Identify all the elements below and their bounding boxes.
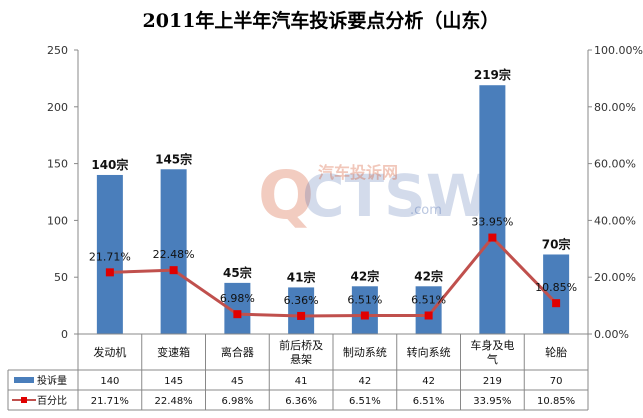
table-cell-count: 219 xyxy=(483,376,502,387)
percent-data-label: 33.95% xyxy=(471,216,513,229)
bar xyxy=(96,174,123,334)
table-cell-count: 140 xyxy=(100,376,119,387)
chart-title: 2011年上半年汽车投诉要点分析（山东） xyxy=(143,9,500,32)
table-cell-count: 41 xyxy=(295,376,308,387)
bar xyxy=(160,169,187,334)
percent-point xyxy=(360,311,369,320)
y-left-tick-label: 200 xyxy=(47,101,68,114)
y-right-tick-label: 80.00% xyxy=(594,101,636,114)
percent-point xyxy=(488,233,497,242)
plot-area: 0 50 100 150 200 250 0.00% 20.00% 40.00% 60.00% 80… xyxy=(7,44,643,411)
category-label: 车身及电 xyxy=(470,338,514,352)
category-label: 变速箱 xyxy=(157,345,190,359)
y-left-tick-label: 0 xyxy=(61,328,68,341)
y-left-tick-label: 50 xyxy=(54,271,68,284)
table-cell-percent: 6.51% xyxy=(413,396,445,407)
y-left-tick-label: 150 xyxy=(47,158,68,171)
percent-point xyxy=(552,299,561,308)
bar xyxy=(288,287,315,334)
percent-data-label: 6.98% xyxy=(220,292,255,305)
y-right-tick-label: 60.00% xyxy=(594,158,636,171)
table-cell-percent: 10.85% xyxy=(537,396,575,407)
table-cell-percent: 33.95% xyxy=(473,396,511,407)
bar xyxy=(479,85,506,334)
category-label: 轮胎 xyxy=(545,345,567,359)
category-label: 气 xyxy=(487,352,498,366)
bar-data-label: 219宗 xyxy=(474,67,511,82)
category-label: 发动机 xyxy=(93,345,126,359)
percent-series-line xyxy=(109,235,558,318)
watermark-q: Q xyxy=(258,157,314,234)
table-cell-count: 70 xyxy=(550,376,563,387)
legend-label-bars: 投诉量 xyxy=(37,374,67,387)
table-cell-count: 45 xyxy=(231,376,244,387)
percent-point xyxy=(424,311,433,320)
percent-data-label: 22.48% xyxy=(153,248,195,261)
percent-data-label: 21.71% xyxy=(89,250,131,263)
bar-data-label: 145宗 xyxy=(155,151,192,166)
table-cell-percent: 6.98% xyxy=(221,396,253,407)
y-left-tick-label: 100 xyxy=(47,214,68,227)
watermark-domain: .com xyxy=(410,203,442,218)
table-cell-percent: 21.71% xyxy=(91,396,129,407)
bar-data-label: 41宗 xyxy=(287,269,316,284)
percent-point xyxy=(169,266,178,275)
bar-data-label: 42宗 xyxy=(414,268,443,283)
watermark-brand-cn: 汽车投诉网 xyxy=(318,163,398,182)
category-label: 前后桥及 xyxy=(279,338,323,352)
y-right-tick-label: 40.00% xyxy=(594,214,636,227)
table-cell-count: 42 xyxy=(422,376,435,387)
y-right-tick-label: 100.00% xyxy=(594,44,643,57)
percent-point xyxy=(233,310,242,319)
bar-data-label: 42宗 xyxy=(351,268,380,283)
table-cell-percent: 22.48% xyxy=(155,396,193,407)
bar-data-label: 45宗 xyxy=(223,265,252,280)
category-label: 离合器 xyxy=(221,345,254,359)
table-cell-percent: 6.51% xyxy=(349,396,381,407)
bar xyxy=(351,286,378,334)
bar-data-label: 70宗 xyxy=(542,236,571,251)
y-right-tick-label: 0.00% xyxy=(594,328,629,341)
percent-point xyxy=(105,268,114,277)
table-cell-count: 145 xyxy=(164,376,183,387)
y-right-tick-label: 20.00% xyxy=(594,271,636,284)
percent-data-label: 6.36% xyxy=(284,294,319,307)
legend-key-marker xyxy=(21,397,27,403)
table-cell-percent: 6.36% xyxy=(285,396,317,407)
legend-key-bars xyxy=(14,377,34,383)
legend-label-line: 百分比 xyxy=(37,395,67,407)
table-cell-count: 42 xyxy=(359,376,372,387)
category-label: 悬架 xyxy=(290,353,312,366)
watermark-brand: CTSW xyxy=(302,162,490,230)
percent-data-label: 6.51% xyxy=(411,294,446,307)
bar xyxy=(415,286,442,334)
bar-data-label: 140宗 xyxy=(91,157,128,172)
y-left-tick-label: 250 xyxy=(47,44,68,57)
percent-data-label: 10.85% xyxy=(535,281,577,294)
category-label: 转向系统 xyxy=(407,345,451,359)
percent-data-label: 6.51% xyxy=(347,294,382,307)
percent-point xyxy=(297,311,306,320)
category-label: 制动系统 xyxy=(343,346,387,359)
